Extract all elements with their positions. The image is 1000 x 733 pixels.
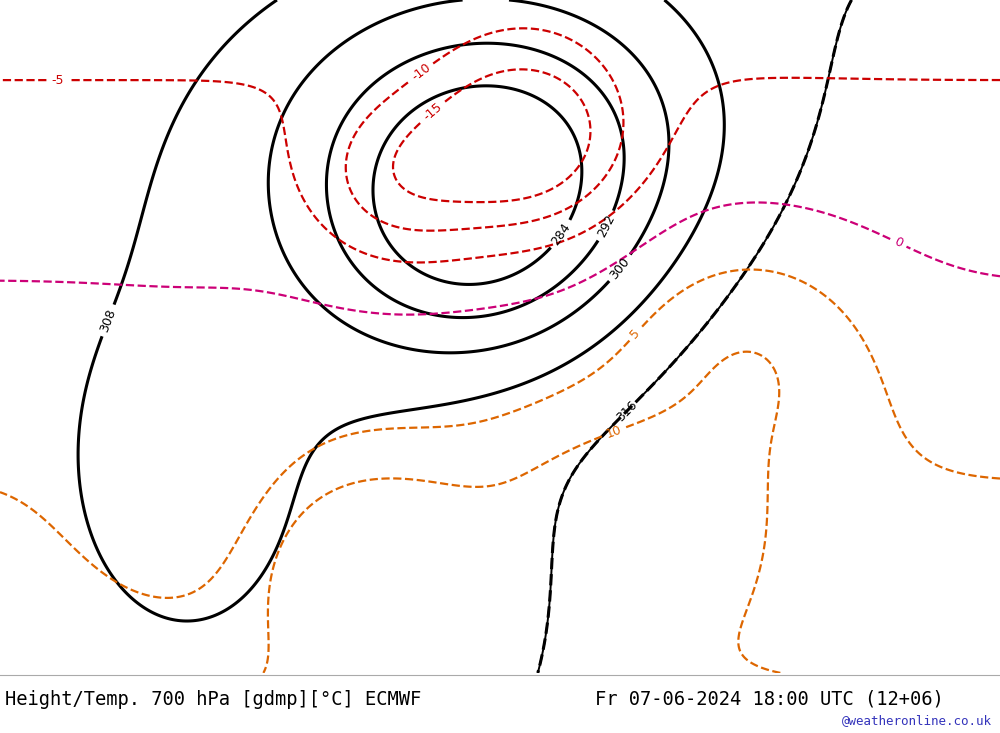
- Text: -5: -5: [51, 73, 64, 86]
- Text: 284: 284: [549, 221, 573, 248]
- Text: Height/Temp. 700 hPa [gdmp][°C] ECMWF: Height/Temp. 700 hPa [gdmp][°C] ECMWF: [5, 690, 421, 709]
- Text: 308: 308: [98, 307, 118, 334]
- Text: Fr 07-06-2024 18:00 UTC (12+06): Fr 07-06-2024 18:00 UTC (12+06): [595, 690, 944, 709]
- Text: -10: -10: [409, 62, 433, 84]
- Text: 300: 300: [608, 255, 633, 281]
- Text: 5: 5: [628, 327, 643, 342]
- Text: 0: 0: [892, 235, 905, 251]
- Text: @weatheronline.co.uk: @weatheronline.co.uk: [842, 715, 992, 727]
- Text: 10: 10: [604, 423, 624, 441]
- Text: 316: 316: [614, 398, 640, 424]
- Text: 292: 292: [595, 213, 618, 240]
- Text: -15: -15: [421, 100, 445, 123]
